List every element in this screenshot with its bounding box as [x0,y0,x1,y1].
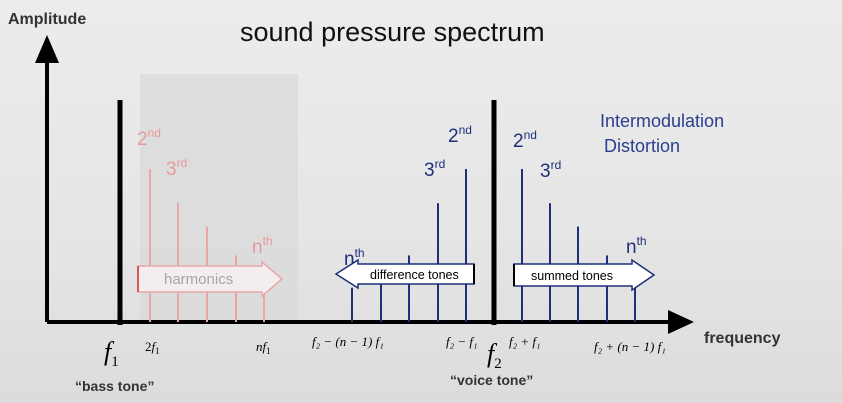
harmonic-2nd-label: 2nd [137,126,161,150]
tick-2f1: 2f1 [145,339,160,356]
x-axis-arrowhead [668,310,694,334]
summed-tones-arrow-label: summed tones [531,269,613,283]
difference-tone-lines [351,169,467,322]
voice-tone-symbol: f2 [487,339,502,372]
bass-tone-symbol: f1 [104,337,119,370]
intermodulation-label: Intermodulation Distortion [600,111,729,156]
harmonics-arrow-label: harmonics [164,271,233,288]
summed-tone-lines [521,169,636,322]
harmonic-nth-label: nth [252,234,273,258]
summed-tones-arrow: summed tones [513,258,656,292]
tick-f2-minus-n-minus-1-f1: f₂ − (n − 1) f₁ [312,334,384,349]
summed-nth-label: nth [626,234,647,258]
y-axis-arrowhead [35,35,59,63]
difference-tones-arrow: difference tones [334,258,475,290]
y-axis-label: Amplitude [8,11,86,28]
voice-tone-caption: “voice tone” [450,372,533,388]
difference-3rd-label: 3rd [424,157,445,181]
x-axis-label: frequency [704,330,781,347]
page-title: sound pressure spectrum [240,17,545,47]
tick-f2-plus-n-minus-1-f1: f₂ + (n − 1) f₁ [594,339,666,354]
harmonic-3rd-label: 3rd [166,156,187,180]
summed-2nd-label: 2nd [513,128,537,152]
intermodulation-line-2: Distortion [604,136,680,156]
summed-3rd-label: 3rd [540,158,561,182]
tick-nf1: nf1 [256,339,271,356]
tick-f2-minus-f1: f₂ − f₁ [446,334,478,349]
difference-tones-arrow-label: difference tones [370,268,459,282]
tick-f2-plus-f1: f₂ + f₁ [509,334,541,349]
intermodulation-line-1: Intermodulation [600,111,724,131]
harmonics-arrow: harmonics [137,260,284,298]
bass-tone-caption: “bass tone” [75,378,154,394]
difference-2nd-label: 2nd [448,123,472,147]
difference-nth-label: nth [344,246,365,270]
